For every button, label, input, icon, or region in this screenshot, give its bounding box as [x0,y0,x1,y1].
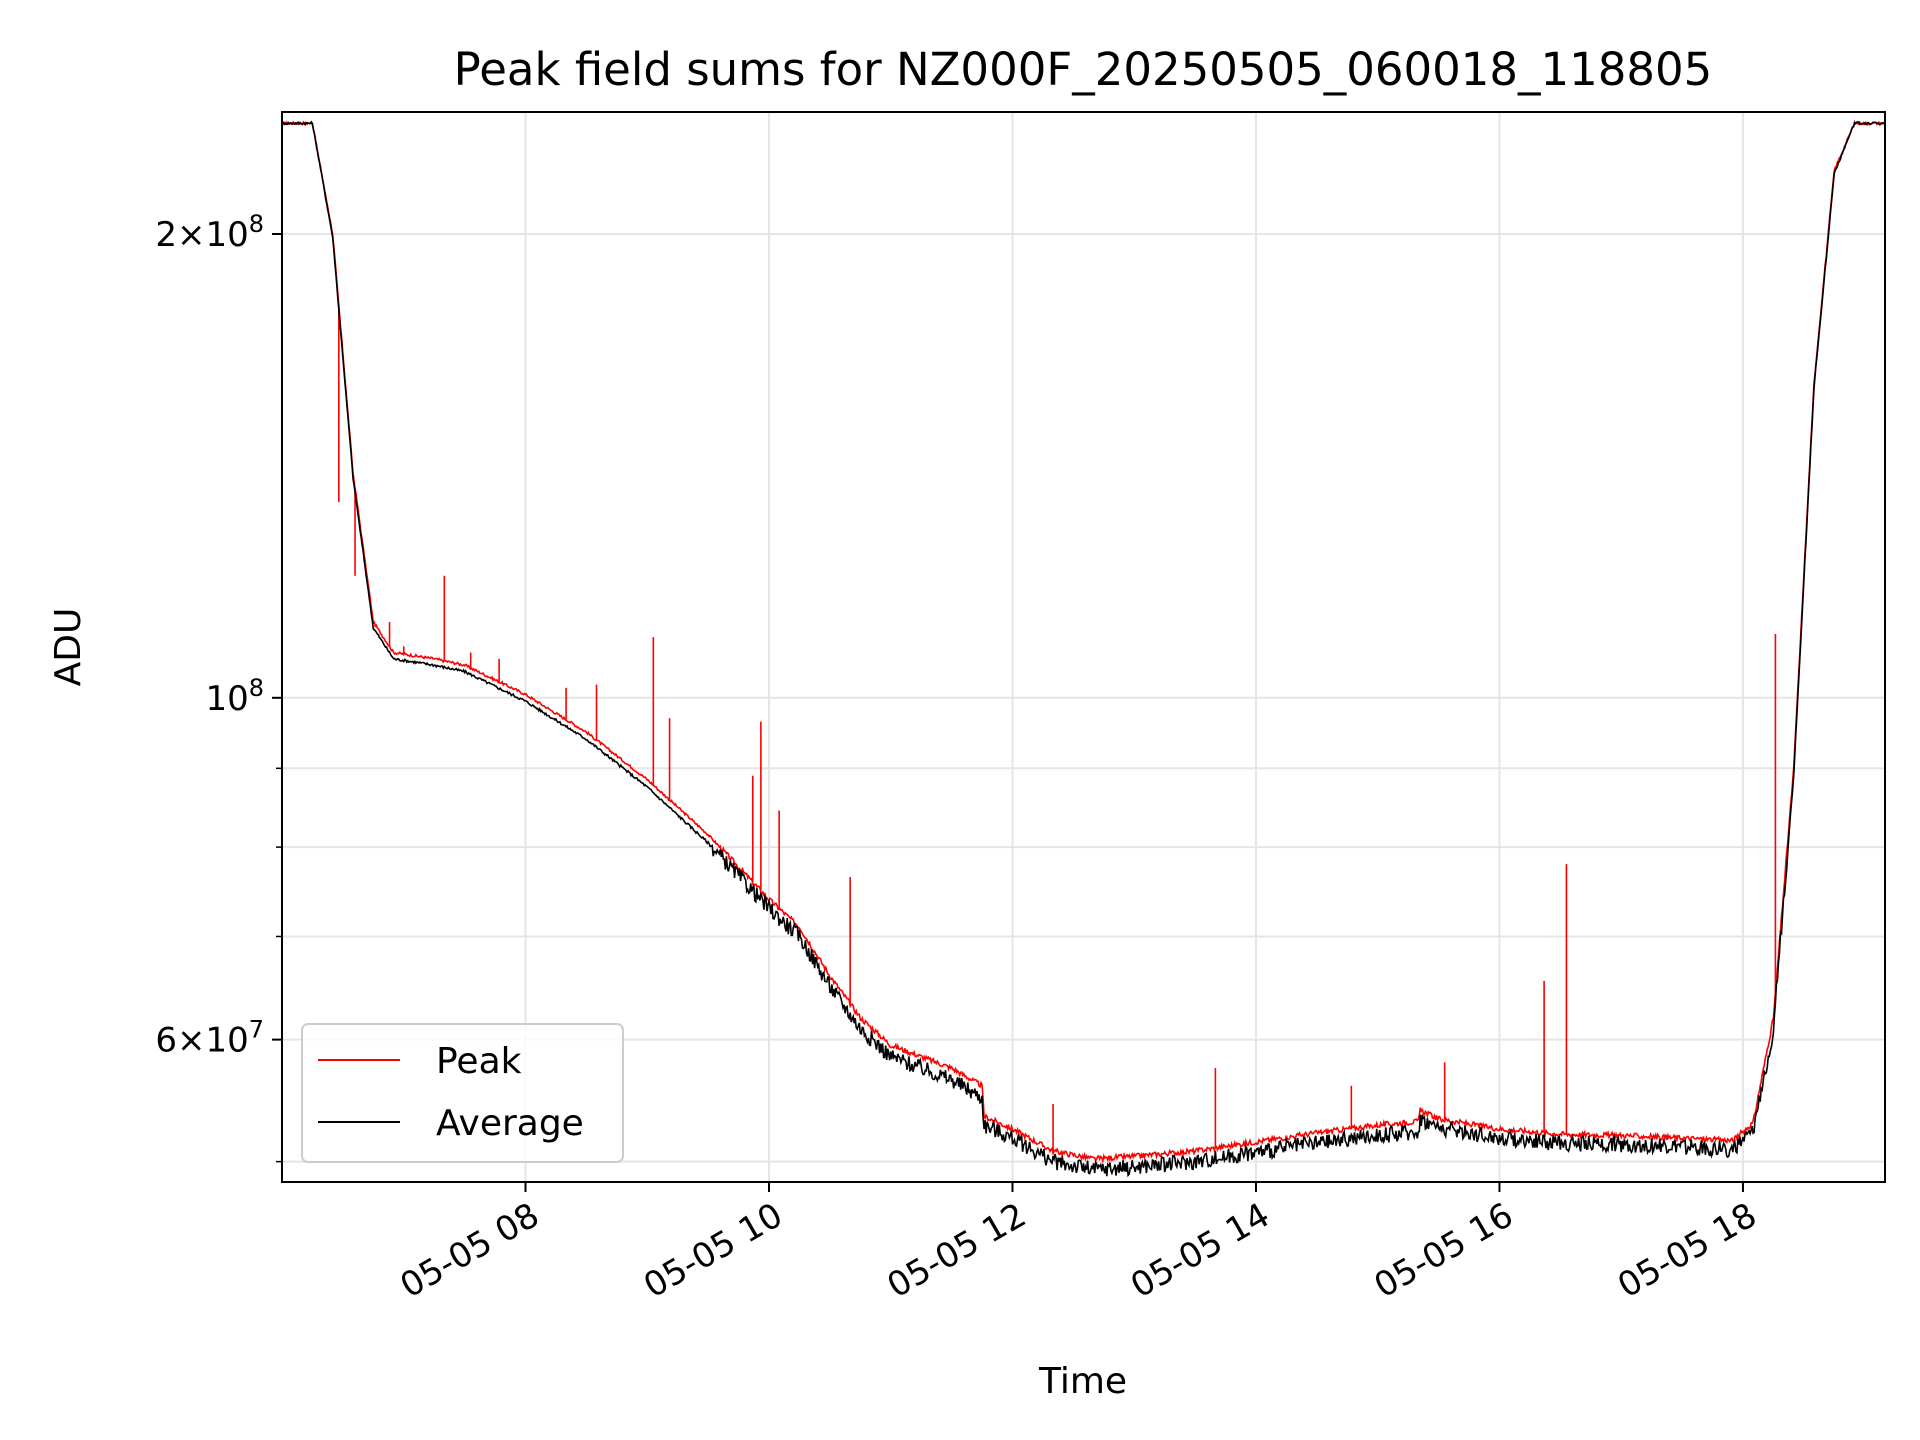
y-tick-label: 2×108 [155,210,264,255]
legend-box [301,1023,624,1163]
grid-lines [282,112,1885,1182]
plot-area-frame [281,111,1886,1183]
y-tick-label: 6×107 [155,1016,264,1061]
legend: Peak Average [301,1023,624,1163]
plot-series [282,119,1885,1178]
legend-label-peak: Peak [436,1041,522,1082]
y-tick-label: 108 [205,674,264,719]
chart-title: Peak field sums for NZ000F_20250505_0600… [454,43,1713,96]
legend-label-average: Average [436,1103,584,1144]
series-line-peak [282,119,1885,1165]
series-line-average [282,120,1885,1178]
y-axis-label: ADU [48,608,89,687]
x-axis-label: Time [1038,1361,1127,1402]
